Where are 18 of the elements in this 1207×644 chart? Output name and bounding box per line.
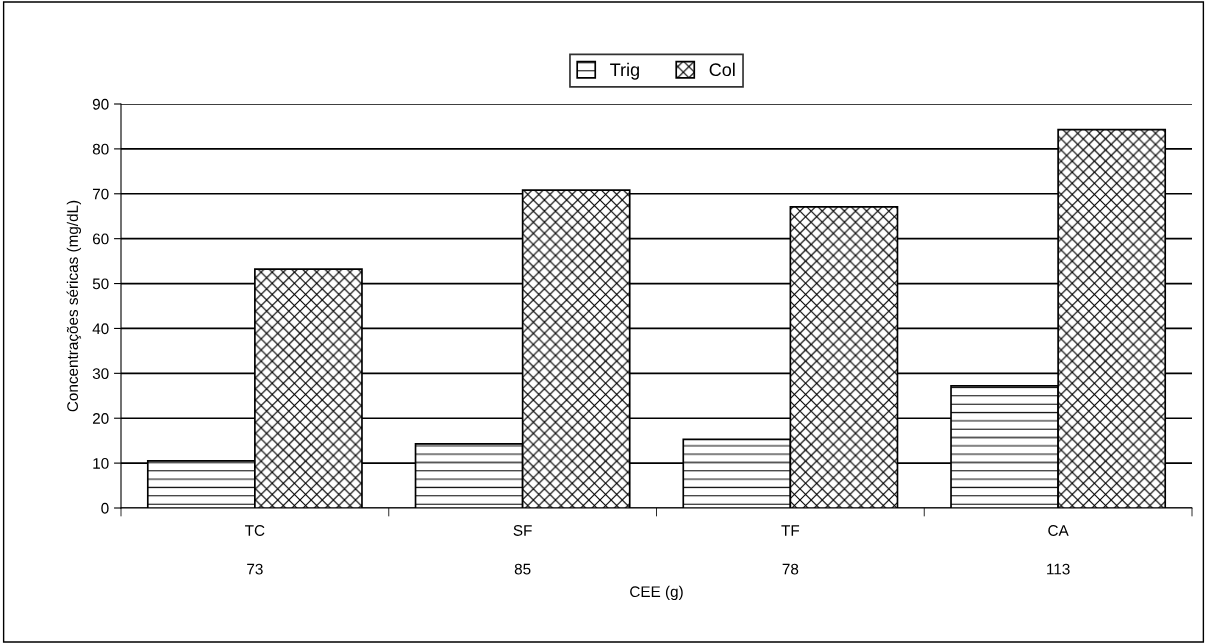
y-tick-label: 70 [92, 188, 109, 200]
y-tick-label: 60 [92, 233, 109, 245]
y-tick-label: 50 [92, 278, 109, 290]
x-axis-title: CEE (g) [630, 585, 683, 601]
y-axis-title: Concentrações séricas (mg/dL) [66, 200, 82, 412]
category-label: SF 85 [513, 525, 532, 575]
y-tick-label: 10 [93, 457, 109, 469]
legend-label: Trig [610, 62, 639, 80]
y-tick-label: 40 [92, 323, 109, 335]
y-tick-label: 0 [101, 502, 109, 514]
y-tick-label: 90 [92, 98, 109, 110]
y-tick-label: 80 [92, 143, 109, 155]
category-label: TC 73 [245, 525, 265, 575]
y-tick-label: 30 [92, 368, 109, 380]
legend-label: Col [709, 62, 735, 77]
category-label: CA 113 [1047, 525, 1070, 575]
y-tick-label: 20 [92, 413, 109, 424]
category-label: TF 78 [781, 525, 800, 575]
